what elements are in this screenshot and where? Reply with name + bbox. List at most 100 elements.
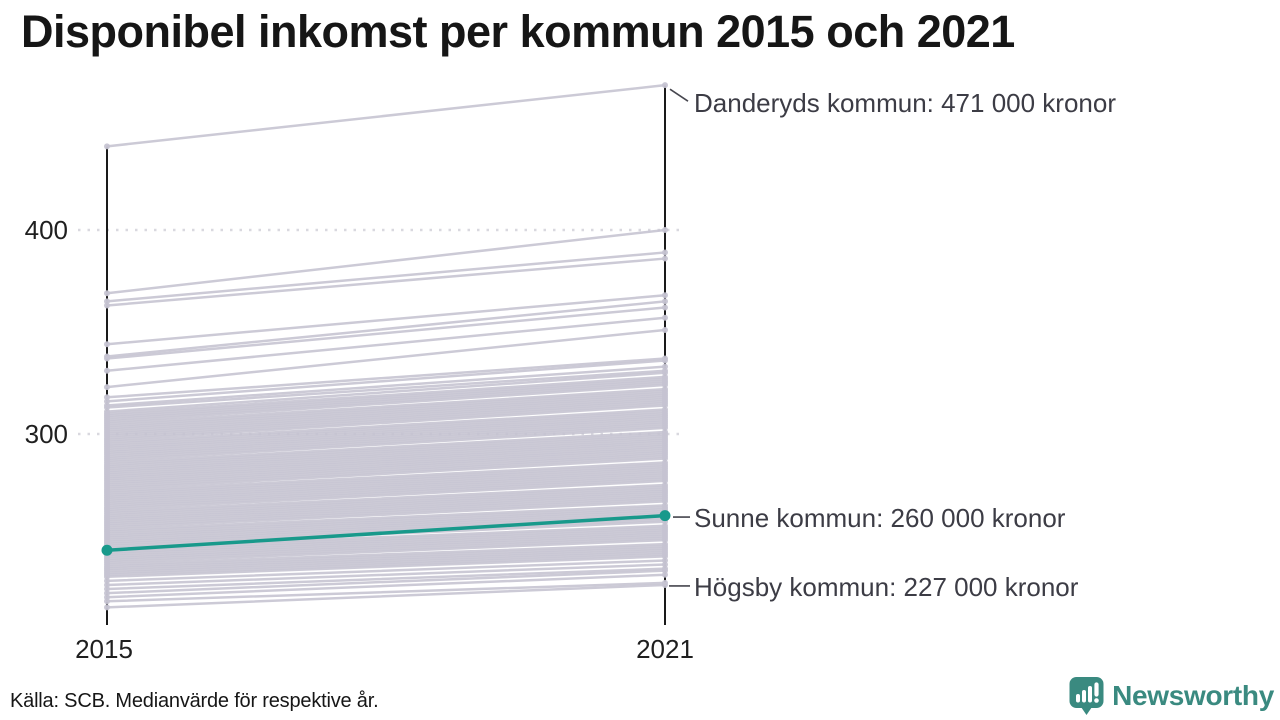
slope-line-dot [662,249,668,256]
slope-line-dot [104,598,110,605]
slope-line [105,389,667,428]
slope-line [105,393,667,432]
slope-line [105,434,667,468]
slope-line [105,379,667,419]
slope-line [105,387,667,426]
slope-line [105,416,667,452]
slope-line [105,328,667,389]
slope-line [105,422,667,458]
slope-line [105,573,667,599]
slope-line [105,453,667,487]
slope-line [105,412,667,448]
slope-line [105,420,667,456]
x-label-2015: 2015 [75,634,133,664]
slope-line [105,294,667,346]
slope-line [105,512,667,540]
slope-line [105,569,667,595]
slope-line [105,316,667,373]
slope-line-dot [662,571,668,578]
slope-line-dot [104,302,110,309]
slope-line [105,471,667,503]
chart-title: Disponibel inkomst per kommun 2015 och 2… [21,6,1015,57]
y-tick-300: 300 [25,419,68,449]
slope-line [105,251,667,303]
slope-line [105,432,667,466]
slope-line [105,375,667,415]
annotation-sunne: Sunne kommun: 260 000 kronor [694,503,1066,533]
slope-line [105,534,667,560]
slope-line-dot [662,326,668,333]
slope-line [105,510,667,538]
slope-line [105,426,667,462]
newsworthy-icon [1069,677,1104,715]
slope-line [105,532,667,558]
slope-line [105,228,667,295]
slope-line [105,538,667,564]
slope-line [105,436,667,470]
slope-line [105,487,667,517]
slope-line [105,491,667,521]
slope-line [105,581,667,603]
slope-line [105,542,667,566]
slope-line-dot [662,82,668,89]
slope-line [105,479,667,511]
slope-line [105,414,667,450]
slope-line [105,442,667,477]
slope-line [105,306,667,360]
highlight-dot-2015 [101,544,113,556]
slope-line [105,469,667,501]
slope-line-dot [104,384,110,391]
x-label-2021: 2021 [636,634,694,664]
slope-line [105,383,667,424]
slope-line [105,493,667,523]
newsworthy-wordmark: Newsworthy [1112,680,1274,711]
highlight-line [101,510,671,556]
slope-line [105,424,667,460]
slope-line [105,365,667,407]
slope-line-dot [104,604,110,611]
slope-line [105,485,667,515]
annotation-danderyd: Danderyds kommun: 471 000 kronor [694,88,1116,118]
slope-line [105,398,667,436]
slope-line [105,546,667,570]
slope-line-dot [662,581,668,588]
slope-line [105,438,667,472]
slope-line [105,369,667,409]
slope-line [105,508,667,536]
slope-line [105,477,667,509]
slope-line-dot [104,367,110,374]
slope-line [105,396,667,434]
slope-line [105,536,667,562]
slope-line [105,465,667,497]
slope-line [105,498,667,528]
slope-line [105,257,667,307]
slope-line [105,500,667,530]
slope-line-dot [104,355,110,362]
slope-line [105,418,667,454]
slope-line [105,473,667,505]
slope-line [105,504,667,532]
source-note: Källa: SCB. Medianvärde för respektive å… [10,690,379,712]
y-tick-400: 400 [25,215,68,245]
slope-line-dot [662,292,668,299]
slope-line-dot [104,290,110,297]
slope-line [105,430,667,464]
slope-line [105,526,667,552]
slope-line-dot [662,298,668,305]
slope-line [105,404,667,442]
slope-line [105,391,667,430]
slope-line [105,583,667,609]
slope-line [105,402,667,440]
slope-line [105,359,667,403]
slope-line [105,553,667,577]
slope-line [105,475,667,507]
slope-line [105,457,667,491]
slope-line [105,483,667,513]
slope-line-dot [662,357,668,364]
slope-line [105,461,667,493]
slope-line [105,506,667,534]
highlight-slope-line [106,513,666,553]
slope-line [105,530,667,556]
